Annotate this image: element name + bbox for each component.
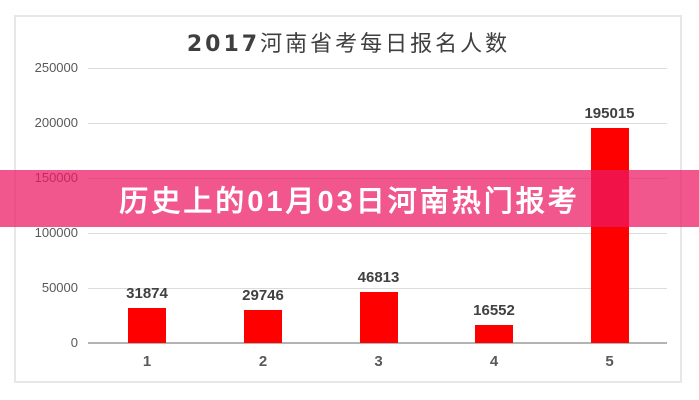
bar xyxy=(475,325,513,343)
y-axis-tick-label: 250000 xyxy=(34,60,78,75)
x-axis-tick-label: 2 xyxy=(258,353,268,370)
gridline xyxy=(88,68,667,69)
bar xyxy=(359,292,398,343)
chart-title-text: 河南省考每日报名人数 xyxy=(260,32,511,57)
gridline xyxy=(88,233,667,234)
bar-value-label: 31874 xyxy=(126,285,168,302)
bar-value-label: 46813 xyxy=(357,269,400,286)
gridline xyxy=(88,123,667,124)
y-axis-tick-label: 200000 xyxy=(34,115,78,130)
chart-title-year: 2017 xyxy=(186,32,261,57)
x-axis-tick-label: 5 xyxy=(605,353,614,370)
y-axis-tick-label: 50000 xyxy=(41,280,78,295)
bar xyxy=(590,128,629,343)
bar-value-label: 29746 xyxy=(242,287,284,304)
overlay-banner: 历史上的01月03日河南热门报考 xyxy=(0,170,699,227)
gridline xyxy=(88,288,667,289)
bar-value-label: 16552 xyxy=(473,302,515,319)
y-axis-tick-label: 0 xyxy=(70,335,78,350)
bar xyxy=(244,310,282,343)
x-axis-tick-label: 3 xyxy=(374,353,383,370)
y-axis-tick-label: 100000 xyxy=(34,225,78,240)
overlay-banner-title: 历史上的01月03日河南热门报考 xyxy=(119,185,580,218)
x-axis-line xyxy=(88,342,667,344)
x-axis-tick-label: 1 xyxy=(142,353,152,370)
x-axis-tick-label: 4 xyxy=(489,353,499,370)
bar-value-label: 195015 xyxy=(584,105,635,122)
bar xyxy=(128,308,166,343)
chart-title: 2017河南省考每日报名人数 xyxy=(15,26,682,58)
